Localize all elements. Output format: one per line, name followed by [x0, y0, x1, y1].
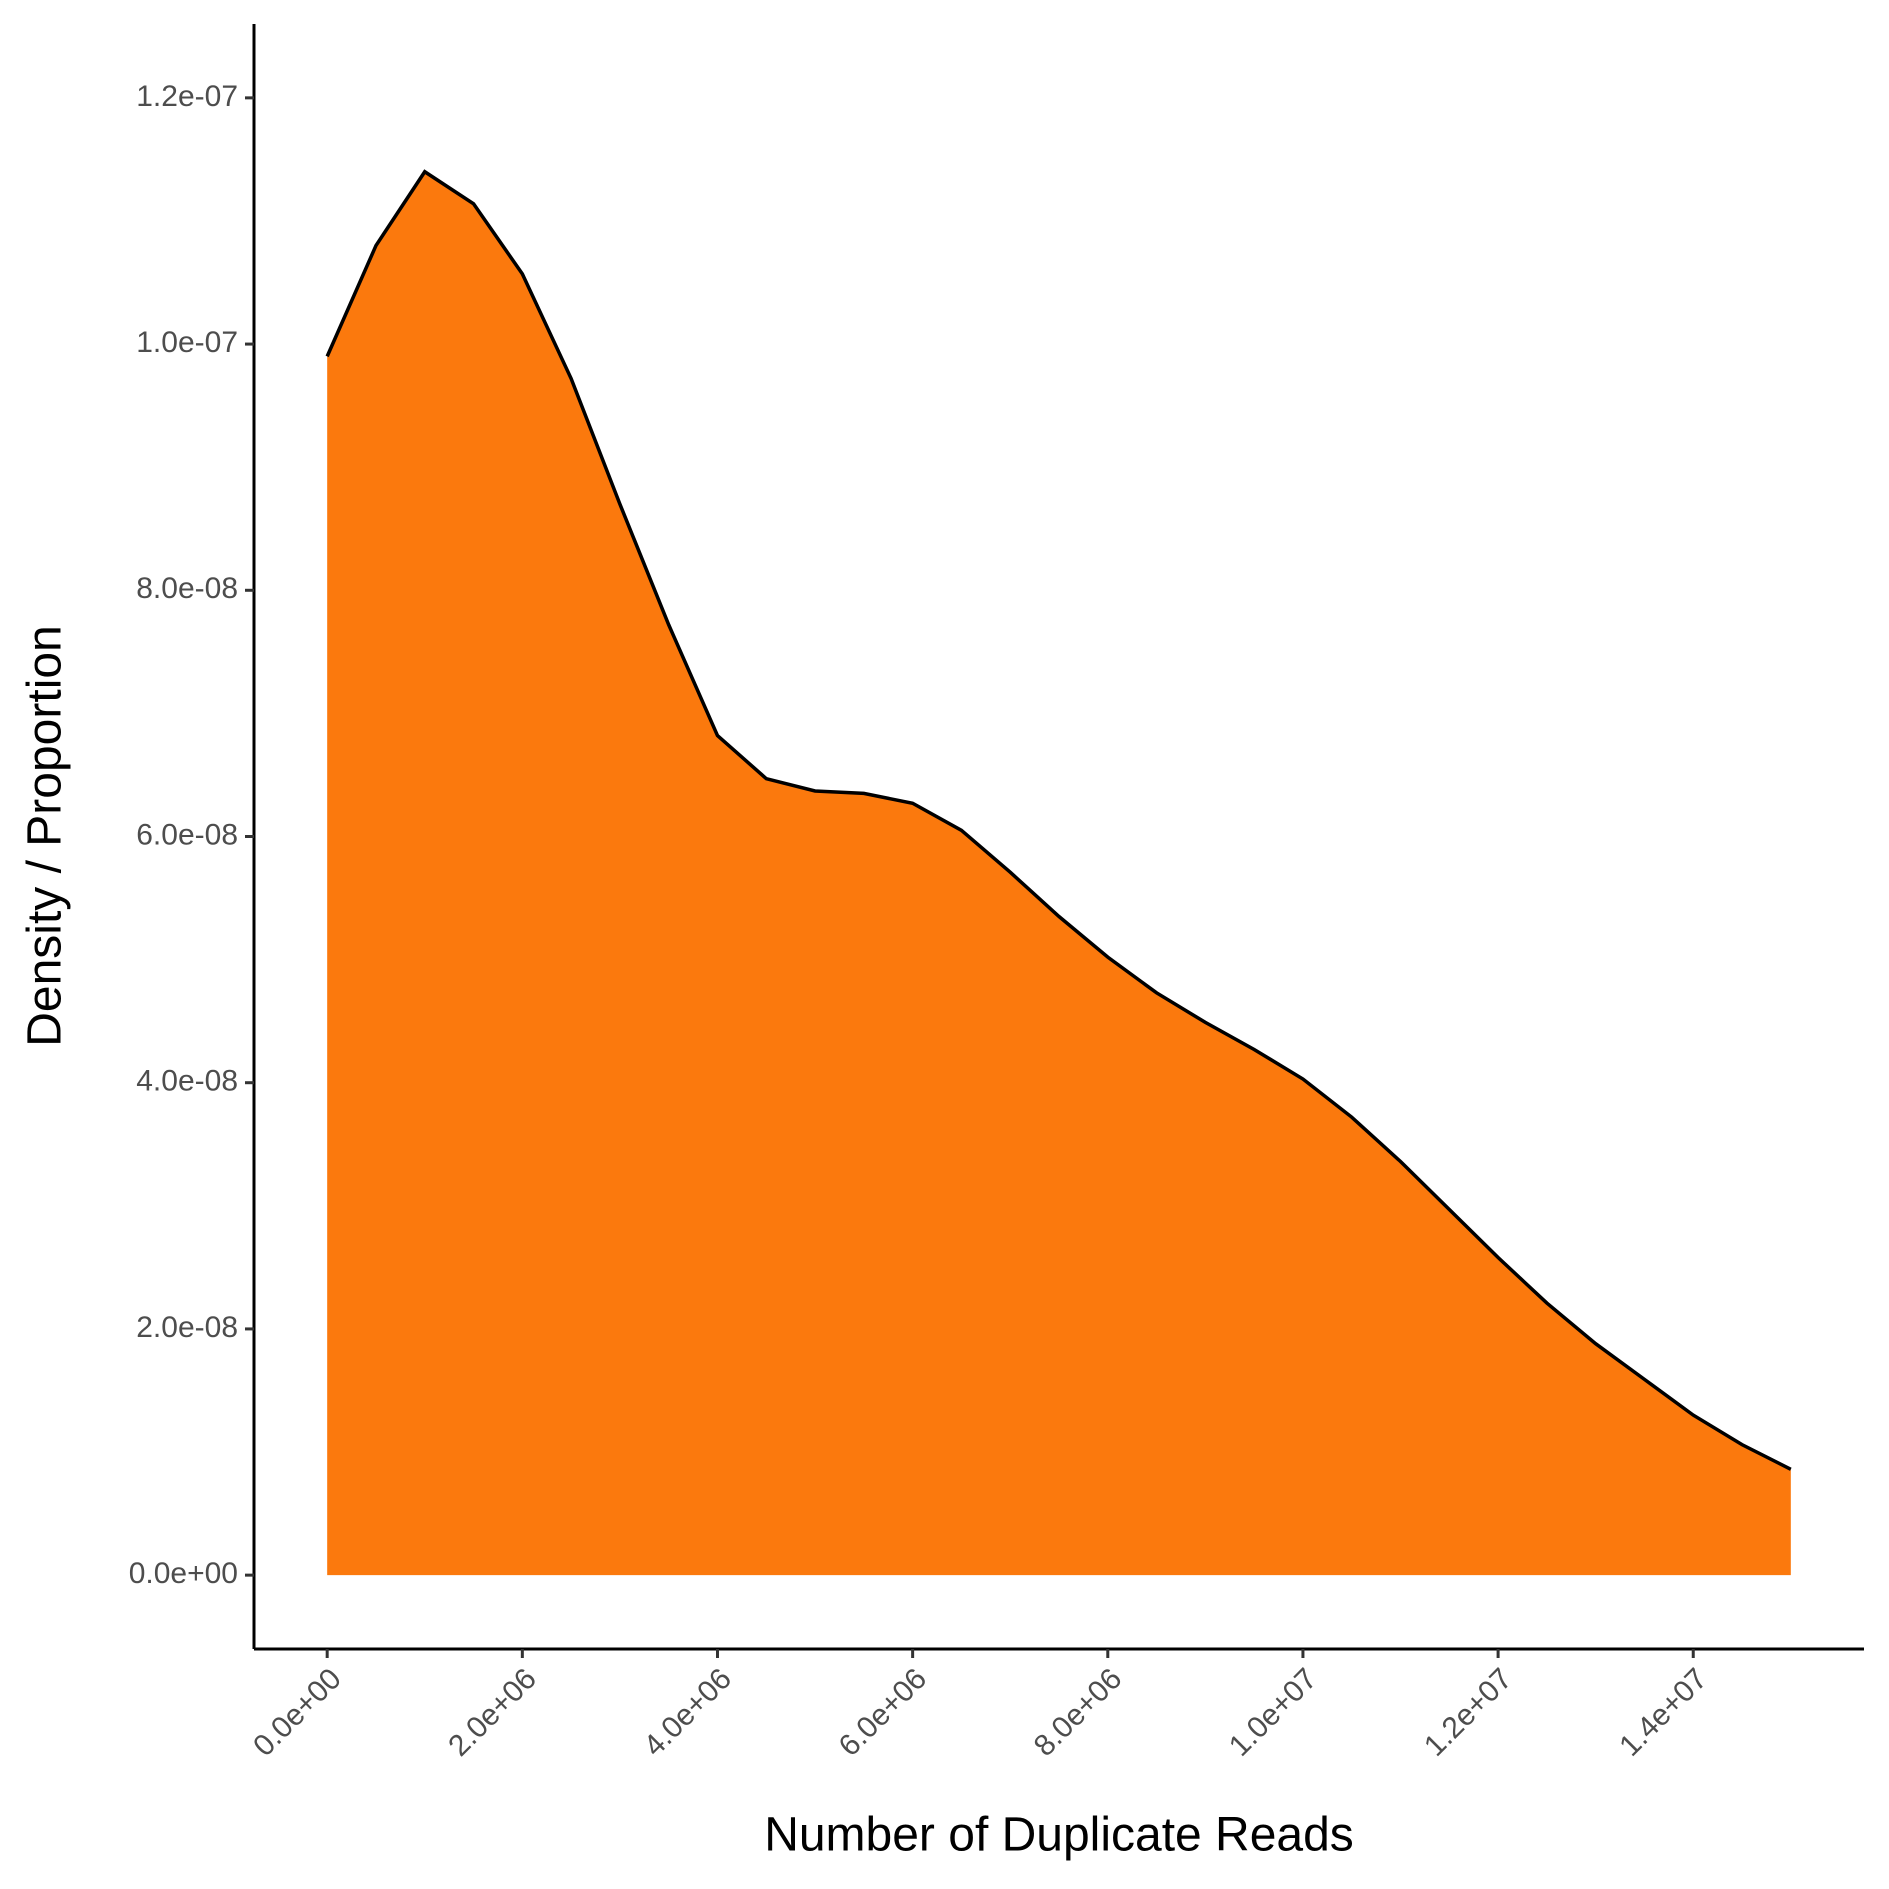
x-tick-label: 4.0e+06	[637, 1662, 738, 1763]
density-area	[327, 171, 1791, 1576]
density-line	[325, 169, 1792, 1471]
x-tick-label: 2.0e+06	[442, 1662, 543, 1763]
y-tick-label: 6.0e-08	[136, 818, 238, 851]
y-tick-label: 4.0e-08	[136, 1065, 238, 1098]
x-tick-label: 1.4e+07	[1613, 1662, 1714, 1763]
x-tick-label: 0.0e+00	[247, 1662, 348, 1763]
x-tick-label: 6.0e+06	[833, 1662, 934, 1763]
y-tick-label: 1.2e-07	[136, 80, 238, 113]
y-tick-label: 8.0e-08	[136, 572, 238, 605]
x-tick-label: 8.0e+06	[1028, 1662, 1129, 1763]
y-tick-label: 1.0e-07	[136, 326, 238, 359]
x-tick-label: 1.0e+07	[1223, 1662, 1324, 1763]
x-axis-title: Number of Duplicate Reads	[764, 1809, 1354, 1862]
x-tick-label: 1.2e+07	[1418, 1662, 1519, 1763]
y-axis-title: Density / Proportion	[19, 625, 72, 1047]
y-tick-label: 2.0e-08	[136, 1311, 238, 1344]
y-tick-label: 0.0e+00	[129, 1557, 238, 1590]
